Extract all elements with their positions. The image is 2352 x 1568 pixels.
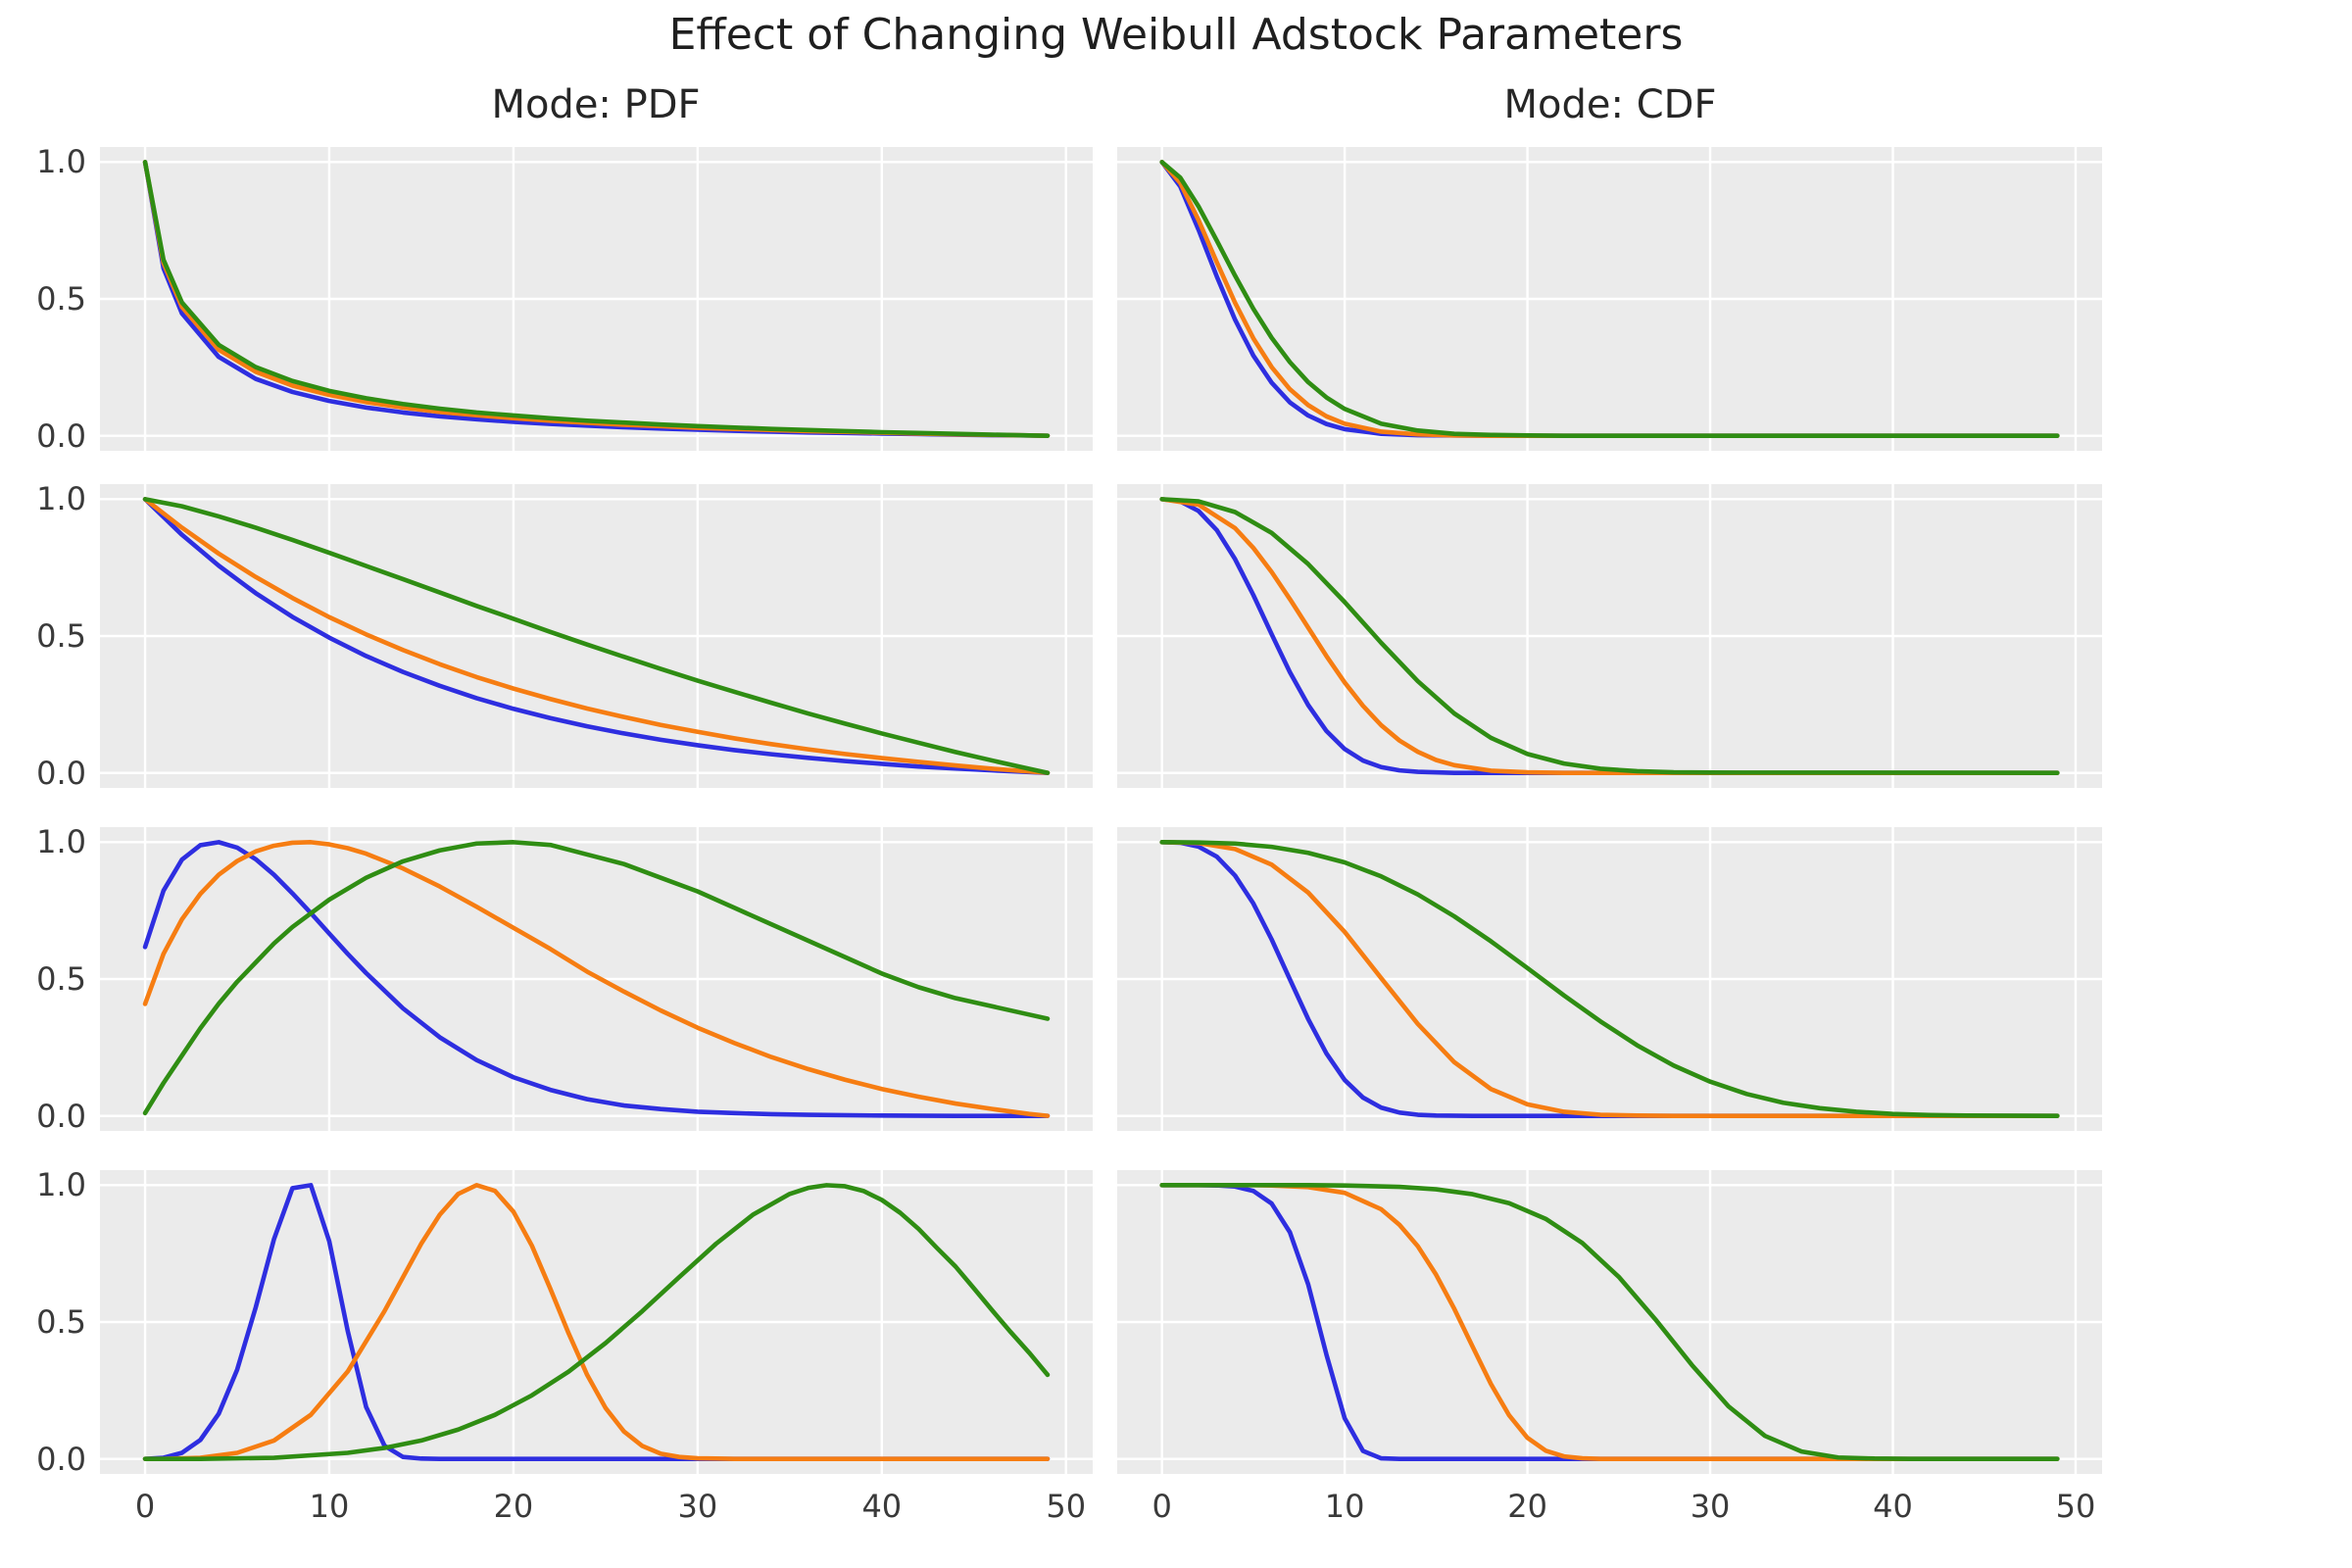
series-line-green <box>1159 1183 2060 1461</box>
series-line-green <box>1159 840 2060 1118</box>
x-tick-label: 30 <box>1690 1488 1731 1525</box>
series-line-green <box>142 1183 1051 1461</box>
series-line-green <box>1159 497 2060 775</box>
series-line-blue <box>142 497 1051 775</box>
series-line-blue <box>142 1183 1051 1461</box>
series-line-orange <box>1159 840 2060 1118</box>
series-line-orange <box>1159 497 2060 775</box>
panel-pdf-row3 <box>100 827 1093 1131</box>
series-line-blue <box>1159 840 2060 1118</box>
panel-cdf-row4 <box>1117 1170 2102 1474</box>
x-tick-label: 10 <box>1324 1488 1365 1525</box>
x-tick-label: 10 <box>309 1488 350 1525</box>
panel-cdf-row2 <box>1117 484 2102 788</box>
x-tick-label: 40 <box>1873 1488 1913 1525</box>
series-line-orange <box>1159 160 2060 438</box>
series-line-blue <box>1159 497 2060 775</box>
y-tick-label: 0.0 <box>36 1097 86 1135</box>
x-tick-label: 0 <box>1152 1488 1172 1525</box>
panel-cdf-row3 <box>1117 827 2102 1131</box>
series-line-green <box>142 497 1051 775</box>
panel-pdf-row2 <box>100 484 1093 788</box>
series-line-green <box>142 840 1051 1116</box>
y-tick-label: 0.0 <box>36 754 86 792</box>
x-tick-label: 30 <box>677 1488 718 1525</box>
y-tick-label: 0.0 <box>36 1440 86 1478</box>
y-tick-label: 0.5 <box>36 617 86 655</box>
panel-pdf-row4 <box>100 1170 1093 1474</box>
y-tick-label: 1.0 <box>36 143 86 181</box>
x-tick-label: 50 <box>1046 1488 1087 1525</box>
series-line-orange <box>142 497 1051 775</box>
panel-cdf-row1 <box>1117 147 2102 451</box>
y-tick-label: 1.0 <box>36 1166 86 1204</box>
panel-pdf-row1 <box>100 147 1093 451</box>
series-line-green <box>1159 160 2060 438</box>
y-tick-label: 0.5 <box>36 1303 86 1341</box>
series-line-orange <box>142 840 1051 1118</box>
x-tick-label: 0 <box>134 1488 156 1525</box>
y-tick-label: 0.0 <box>36 416 86 455</box>
x-tick-label: 50 <box>2055 1488 2096 1525</box>
chart-title: Effect of Changing Weibull Adstock Param… <box>668 10 1684 60</box>
x-tick-label: 20 <box>493 1488 534 1525</box>
x-tick-label: 20 <box>1507 1488 1547 1525</box>
y-tick-label: 0.5 <box>36 280 86 318</box>
y-tick-label: 1.0 <box>36 823 86 861</box>
y-tick-label: 1.0 <box>36 480 86 518</box>
x-tick-label: 40 <box>861 1488 903 1525</box>
series-line-green <box>142 160 1051 438</box>
series-line-orange <box>142 1183 1051 1461</box>
series-line-blue <box>142 840 1051 1118</box>
y-tick-label: 0.5 <box>36 960 86 998</box>
subplot-title-pdf: Mode: PDF <box>491 82 701 127</box>
subplot-title-cdf: Mode: CDF <box>1503 82 1717 127</box>
